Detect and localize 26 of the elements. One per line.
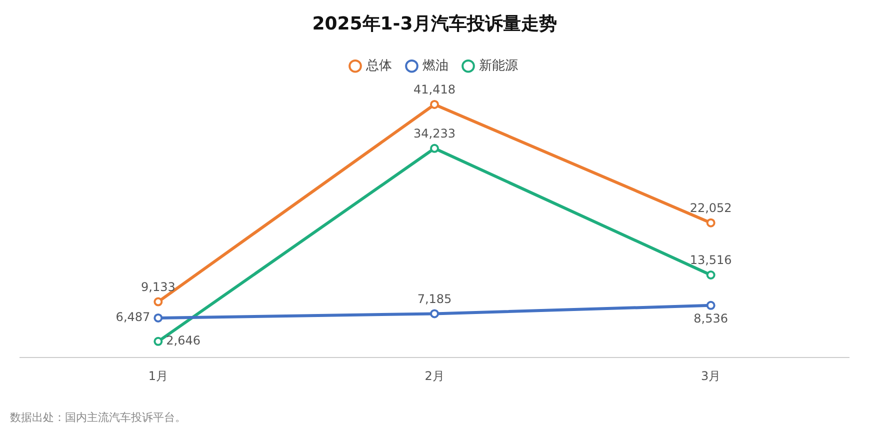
data-label: 13,516 (690, 253, 732, 268)
data-label: 6,487 (116, 310, 150, 324)
legend-label: 新能源 (478, 58, 518, 74)
point (154, 336, 163, 346)
point (706, 218, 716, 228)
point (154, 297, 163, 306)
data-label: 9,133 (140, 280, 176, 294)
x-tick-label: 1月 (148, 368, 168, 383)
point (706, 270, 716, 280)
x-tick-label: 3月 (701, 368, 721, 383)
data-label: 41,418 (414, 82, 456, 97)
point (154, 313, 163, 322)
data-label: 7,185 (417, 292, 452, 306)
legend-label: 燃油 (422, 58, 448, 74)
chart-title: 2025年1-3月汽车投诉量走势 (312, 13, 557, 34)
point (430, 100, 439, 109)
point (430, 144, 439, 153)
text: 数据出处：国内主流汽车投诉平台。 (10, 410, 186, 424)
data-label: 34,233 (414, 126, 456, 141)
data-label: 2,646 (166, 334, 201, 348)
x-tick-label: 2月 (424, 368, 444, 383)
data-label: 8,536 (694, 312, 728, 326)
point (430, 309, 439, 318)
point (706, 300, 716, 310)
data-label: 22,052 (690, 200, 732, 215)
legend-label: 总体 (364, 58, 392, 74)
